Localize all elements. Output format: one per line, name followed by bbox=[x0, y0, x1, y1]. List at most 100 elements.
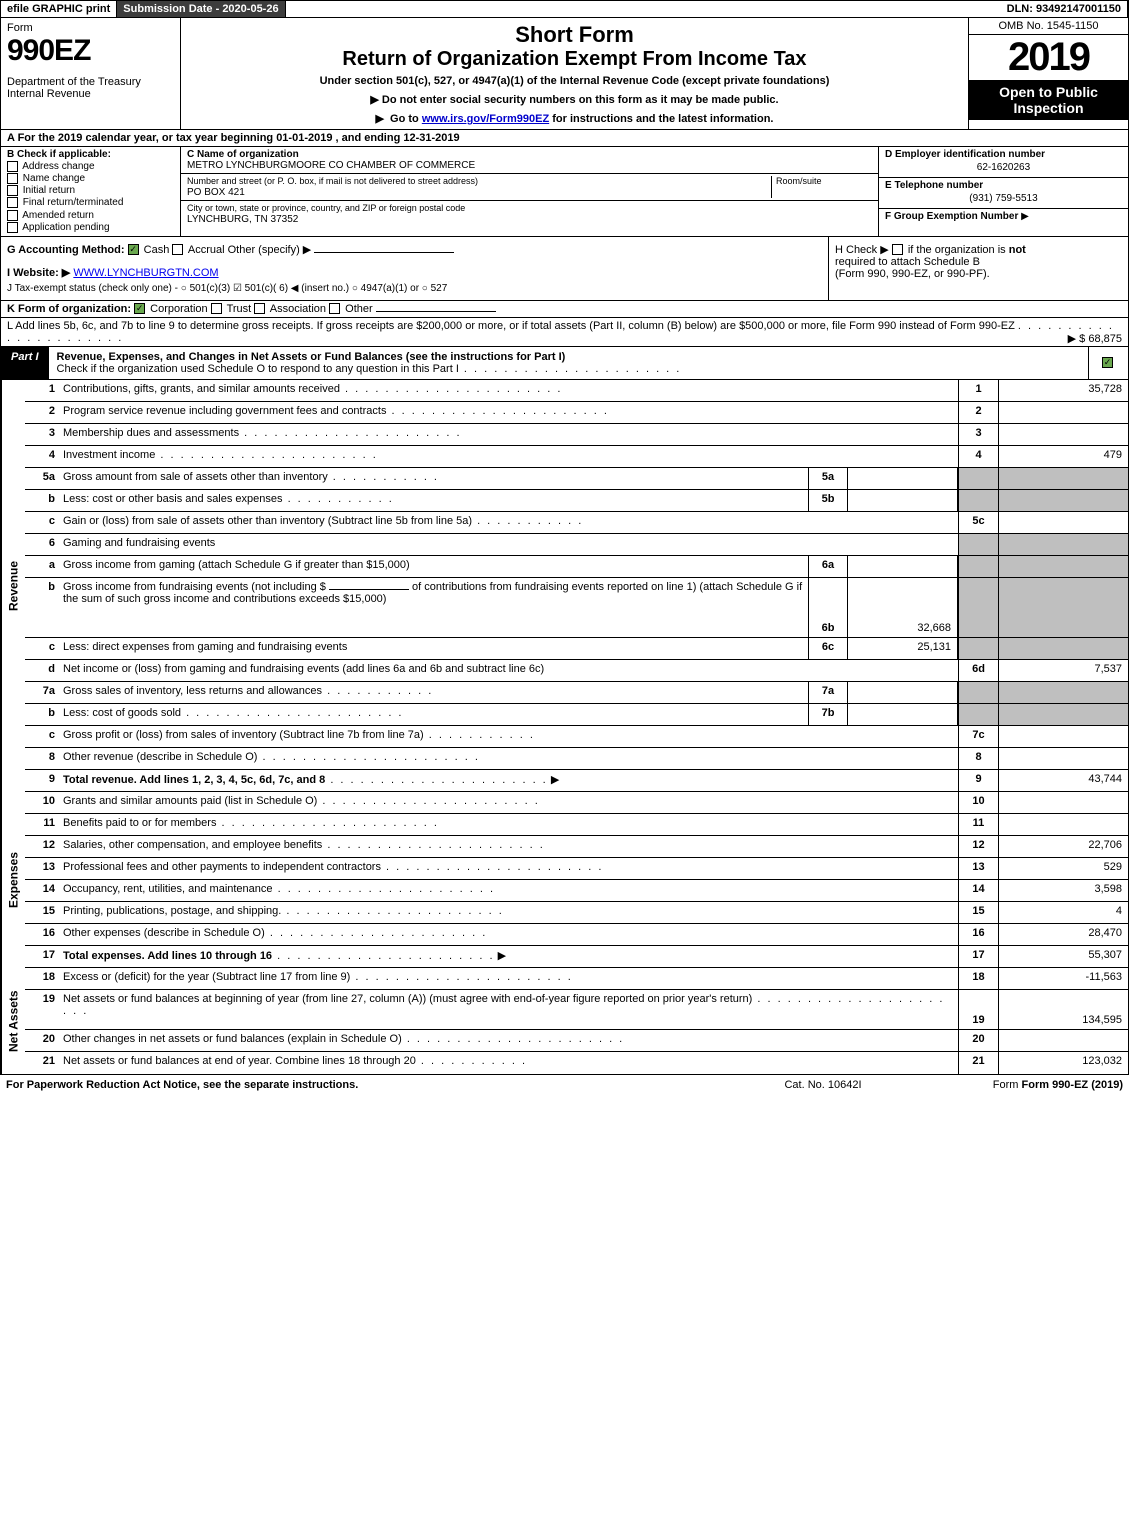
page-footer: For Paperwork Reduction Act Notice, see … bbox=[0, 1075, 1129, 1095]
return-title: Return of Organization Exempt From Incom… bbox=[187, 48, 962, 71]
line-5b: bLess: cost or other basis and sales exp… bbox=[25, 490, 1128, 512]
city-row: City or town, state or province, country… bbox=[181, 201, 878, 227]
open-to-public: Open to Public Inspection bbox=[969, 80, 1128, 120]
section-b-title: B Check if applicable: bbox=[7, 149, 174, 160]
info-grid: B Check if applicable: Address change Na… bbox=[0, 147, 1129, 237]
h-not: not bbox=[1009, 244, 1026, 256]
line-5a: 5aGross amount from sale of assets other… bbox=[25, 468, 1128, 490]
org-name: METRO LYNCHBURGMOORE CO CHAMBER OF COMME… bbox=[187, 160, 475, 171]
chk-cash bbox=[128, 244, 139, 255]
line-5c: cGain or (loss) from sale of assets othe… bbox=[25, 512, 1128, 534]
row-l: L Add lines 5b, 6c, and 7b to line 9 to … bbox=[0, 318, 1129, 347]
chk-trust bbox=[211, 303, 222, 314]
goto-pre: Go to bbox=[390, 113, 422, 125]
chk-initial-return: Initial return bbox=[7, 185, 174, 196]
header-center: Short Form Return of Organization Exempt… bbox=[181, 18, 968, 129]
line-14: 14Occupancy, rent, utilities, and mainte… bbox=[25, 880, 1128, 902]
line-15: 15Printing, publications, postage, and s… bbox=[25, 902, 1128, 924]
f-row: F Group Exemption Number ▶ bbox=[879, 209, 1128, 236]
part1-checkbox bbox=[1088, 347, 1128, 379]
row-a-tax-year: A For the 2019 calendar year, or tax yea… bbox=[0, 130, 1129, 147]
section-def: D Employer identification number 62-1620… bbox=[878, 147, 1128, 236]
tax-year: 2019 bbox=[969, 35, 1128, 80]
line-2: 2Program service revenue including gover… bbox=[25, 402, 1128, 424]
dln-box: DLN: 93492147001150 bbox=[1001, 1, 1128, 17]
row-g-h: G Accounting Method: Cash Accrual Other … bbox=[0, 237, 1129, 301]
expenses-label: Expenses bbox=[1, 792, 25, 968]
chk-association bbox=[254, 303, 265, 314]
line-9: 9Total revenue. Add lines 1, 2, 3, 4, 5c… bbox=[25, 770, 1128, 792]
chk-corporation bbox=[134, 303, 145, 314]
department-label: Department of the Treasury Internal Reve… bbox=[7, 76, 174, 100]
efile-label: efile GRAPHIC print bbox=[1, 1, 117, 17]
line-1: 1Contributions, gifts, grants, and simil… bbox=[25, 380, 1128, 402]
part1-header: Part I Revenue, Expenses, and Changes in… bbox=[0, 347, 1129, 380]
ssn-warning: Do not enter social security numbers on … bbox=[187, 93, 962, 106]
submission-date: Submission Date - 2020-05-26 bbox=[123, 3, 278, 15]
f-label: F Group Exemption Number bbox=[885, 211, 1018, 222]
street-row: Number and street (or P. O. box, if mail… bbox=[181, 174, 878, 201]
phone-value: (931) 759-5513 bbox=[885, 191, 1122, 206]
line-3: 3Membership dues and assessments3 bbox=[25, 424, 1128, 446]
form-word: Form bbox=[7, 22, 174, 34]
chk-address-change: Address change bbox=[7, 161, 174, 172]
goto-post: for instructions and the latest informat… bbox=[549, 113, 773, 125]
form-number: 990EZ bbox=[7, 34, 174, 68]
header-right: OMB No. 1545-1150 2019 Open to Public In… bbox=[968, 18, 1128, 129]
line-8: 8Other revenue (describe in Schedule O)8 bbox=[25, 748, 1128, 770]
section-c: C Name of organization METRO LYNCHBURGMO… bbox=[181, 147, 878, 236]
chk-name-change: Name change bbox=[7, 173, 174, 184]
g-label: G Accounting Method: bbox=[7, 244, 125, 256]
line-20: 20Other changes in net assets or fund ba… bbox=[25, 1030, 1128, 1052]
line-7a: 7aGross sales of inventory, less returns… bbox=[25, 682, 1128, 704]
line-13: 13Professional fees and other payments t… bbox=[25, 858, 1128, 880]
e-row: E Telephone number (931) 759-5513 bbox=[879, 178, 1128, 209]
section-h: H Check ▶ if the organization is not req… bbox=[828, 237, 1128, 300]
revenue-table: 1Contributions, gifts, grants, and simil… bbox=[25, 380, 1128, 792]
cat-no: Cat. No. 10642I bbox=[723, 1079, 923, 1091]
netassets-section: Net Assets 18Excess or (deficit) for the… bbox=[0, 968, 1129, 1075]
chk-other bbox=[329, 303, 340, 314]
revenue-section: Revenue 1Contributions, gifts, grants, a… bbox=[0, 380, 1129, 792]
street-val: PO BOX 421 bbox=[187, 187, 245, 198]
part1-title: Revenue, Expenses, and Changes in Net As… bbox=[57, 351, 566, 363]
line-21: 21Net assets or fund balances at end of … bbox=[25, 1052, 1128, 1074]
website-link[interactable]: WWW.LYNCHBURGTN.COM bbox=[73, 267, 218, 279]
under-section-text: Under section 501(c), 527, or 4947(a)(1)… bbox=[187, 75, 962, 87]
omb-number: OMB No. 1545-1150 bbox=[969, 18, 1128, 35]
goto-instructions: Go to www.irs.gov/Form990EZ for instruct… bbox=[187, 112, 962, 125]
h-line3: (Form 990, 990-EZ, or 990-PF). bbox=[835, 268, 990, 280]
line-7c: cGross profit or (loss) from sales of in… bbox=[25, 726, 1128, 748]
submission-date-box: Submission Date - 2020-05-26 bbox=[117, 1, 285, 17]
expenses-table: 10Grants and similar amounts paid (list … bbox=[25, 792, 1128, 968]
city-val: LYNCHBURG, TN 37352 bbox=[187, 214, 298, 225]
c-label: C Name of organization bbox=[187, 149, 299, 160]
line-18: 18Excess or (deficit) for the year (Subt… bbox=[25, 968, 1128, 990]
street-label: Number and street (or P. O. box, if mail… bbox=[187, 176, 478, 186]
city-label: City or town, state or province, country… bbox=[187, 203, 465, 213]
e-label: E Telephone number bbox=[885, 180, 983, 191]
line-6d: dNet income or (loss) from gaming and fu… bbox=[25, 660, 1128, 682]
expenses-section: Expenses 10Grants and similar amounts pa… bbox=[0, 792, 1129, 968]
d-label: D Employer identification number bbox=[885, 149, 1045, 160]
line-12: 12Salaries, other compensation, and empl… bbox=[25, 836, 1128, 858]
k-label: K Form of organization: bbox=[7, 303, 131, 315]
header-left: Form 990EZ Department of the Treasury In… bbox=[1, 18, 181, 129]
l-amount: ▶ $ 68,875 bbox=[1068, 332, 1122, 345]
part1-tab: Part I bbox=[1, 347, 49, 379]
line-7b: bLess: cost of goods sold7b bbox=[25, 704, 1128, 726]
org-name-row: C Name of organization METRO LYNCHBURGMO… bbox=[181, 147, 878, 174]
h-mid: if the organization is bbox=[908, 244, 1006, 256]
line-6c: cLess: direct expenses from gaming and f… bbox=[25, 638, 1128, 660]
chk-accrual bbox=[172, 244, 183, 255]
h-pre: H Check ▶ bbox=[835, 244, 889, 256]
row-i: I Website: ▶ WWW.LYNCHBURGTN.COM bbox=[7, 266, 822, 279]
row-k: K Form of organization: Corporation Trus… bbox=[0, 301, 1129, 318]
line-6b: bGross income from fundraising events (n… bbox=[25, 578, 1128, 638]
netassets-table: 18Excess or (deficit) for the year (Subt… bbox=[25, 968, 1128, 1074]
line-19: 19Net assets or fund balances at beginni… bbox=[25, 990, 1128, 1030]
irs-link[interactable]: www.irs.gov/Form990EZ bbox=[422, 113, 549, 125]
chk-h bbox=[892, 244, 903, 255]
paperwork-notice: For Paperwork Reduction Act Notice, see … bbox=[6, 1079, 723, 1091]
l-text: L Add lines 5b, 6c, and 7b to line 9 to … bbox=[7, 320, 1015, 332]
